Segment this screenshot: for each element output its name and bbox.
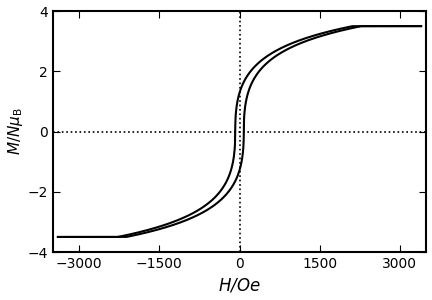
X-axis label: $H$/Oe: $H$/Oe [218, 276, 261, 294]
Y-axis label: $M$/$N\mu_{\mathrm{B}}$: $M$/$N\mu_{\mathrm{B}}$ [6, 108, 25, 155]
